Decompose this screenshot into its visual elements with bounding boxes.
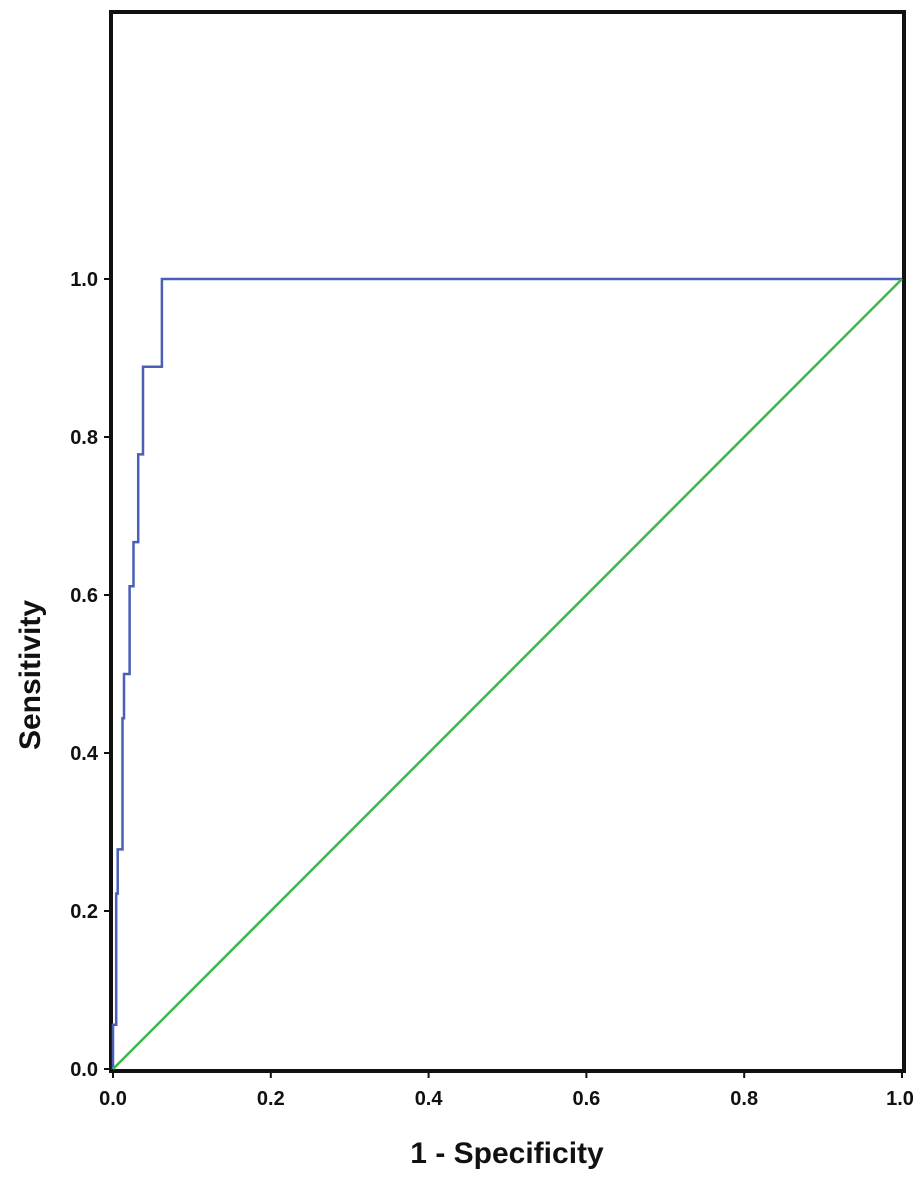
x-tick-label: 0.2 bbox=[257, 1088, 285, 1110]
y-tick-label: 1.0 bbox=[70, 269, 98, 291]
y-axis-title: Sensitivity bbox=[14, 600, 47, 750]
plot-frame bbox=[109, 10, 906, 1073]
y-tick-label: 0.2 bbox=[70, 901, 98, 923]
roc-curve-line bbox=[111, 277, 902, 1069]
x-tick-label: 0.6 bbox=[572, 1088, 600, 1110]
y-tick-label: 0.8 bbox=[70, 427, 98, 449]
x-axis-ticks: 0.0 0.2 0.4 0.6 0.8 1.0 bbox=[99, 1071, 914, 1110]
x-axis-title: 1 - Specificity bbox=[410, 1137, 604, 1170]
series-layer bbox=[111, 277, 903, 1070]
x-tick-label: 0.8 bbox=[730, 1088, 758, 1110]
y-axis-ticks: 0.0 0.2 0.4 0.6 0.8 1.0 bbox=[70, 269, 111, 1081]
x-tick-label: 0.0 bbox=[99, 1088, 127, 1110]
y-tick-label: 0.0 bbox=[70, 1059, 98, 1081]
x-tick-label: 1.0 bbox=[886, 1088, 914, 1110]
y-tick-label: 0.6 bbox=[70, 585, 98, 607]
y-tick-label: 0.4 bbox=[70, 743, 99, 765]
reference-diagonal-line bbox=[112, 278, 903, 1070]
x-tick-label: 0.4 bbox=[415, 1088, 444, 1110]
